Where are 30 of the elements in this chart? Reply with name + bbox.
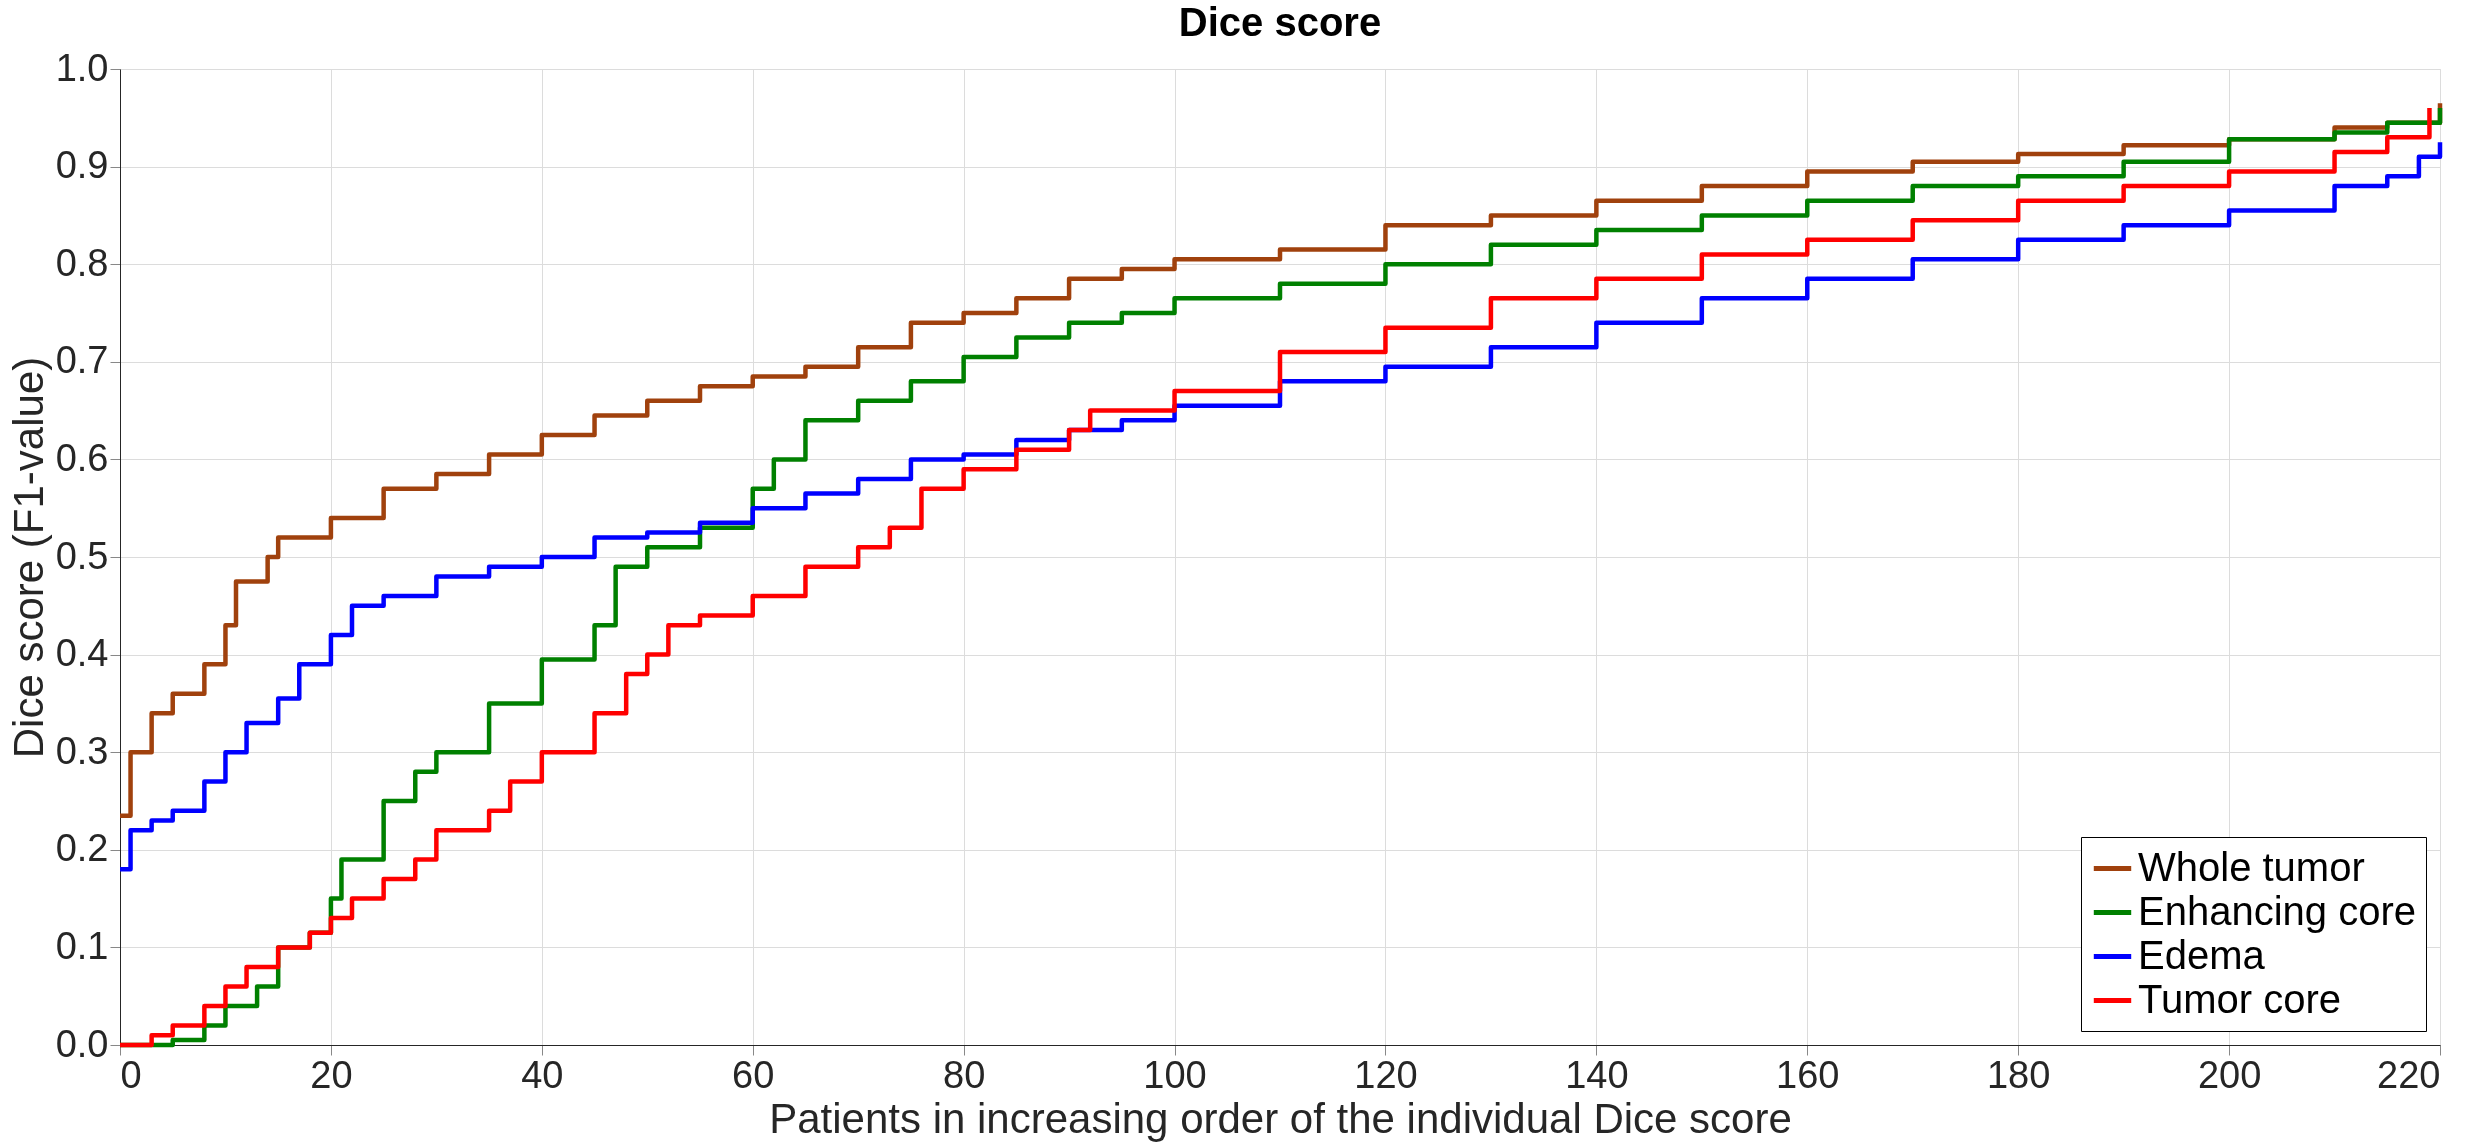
x-tick-label: 120 bbox=[1354, 1053, 1418, 1096]
legend-label: Tumor core bbox=[2138, 976, 2342, 1021]
x-tick-label: 60 bbox=[732, 1053, 775, 1096]
y-tick-label: 1.0 bbox=[55, 46, 109, 89]
x-tick-label: 0 bbox=[120, 1053, 142, 1096]
legend-label: Edema bbox=[2138, 932, 2266, 977]
chart-title: Dice score bbox=[1178, 0, 1382, 44]
y-tick-label: 0.3 bbox=[55, 729, 109, 772]
x-tick-label: 100 bbox=[1143, 1053, 1207, 1096]
x-tick-label: 40 bbox=[521, 1053, 564, 1096]
y-tick-label: 0.1 bbox=[55, 924, 109, 967]
y-tick-label: 0.8 bbox=[55, 241, 109, 284]
x-tick-label: 180 bbox=[1986, 1053, 2051, 1096]
y-tick-label: 0.5 bbox=[55, 534, 109, 577]
x-tick-label: 220 bbox=[2377, 1053, 2441, 1096]
x-axis-title: Patients in increasing order of the individual Dice score bbox=[769, 1094, 1792, 1142]
x-tick-label: 200 bbox=[2197, 1053, 2262, 1096]
legend-label: Whole tumor bbox=[2138, 844, 2365, 889]
y-tick-label: 0.2 bbox=[55, 827, 109, 870]
y-tick-label: 0.9 bbox=[55, 144, 109, 187]
y-tick-label: 0.7 bbox=[55, 339, 109, 382]
y-tick-label: 0.0 bbox=[55, 1022, 109, 1065]
x-tick-label: 160 bbox=[1776, 1053, 1840, 1096]
y-axis-title: Dice score (F1-value) bbox=[4, 356, 52, 759]
legend-label: Enhancing core bbox=[2138, 888, 2416, 933]
x-tick-label: 20 bbox=[310, 1053, 353, 1096]
y-tick-label: 0.4 bbox=[55, 632, 109, 675]
y-tick-label: 0.6 bbox=[55, 436, 109, 479]
x-tick-label: 80 bbox=[943, 1053, 986, 1096]
x-tick-label: 140 bbox=[1565, 1053, 1629, 1096]
